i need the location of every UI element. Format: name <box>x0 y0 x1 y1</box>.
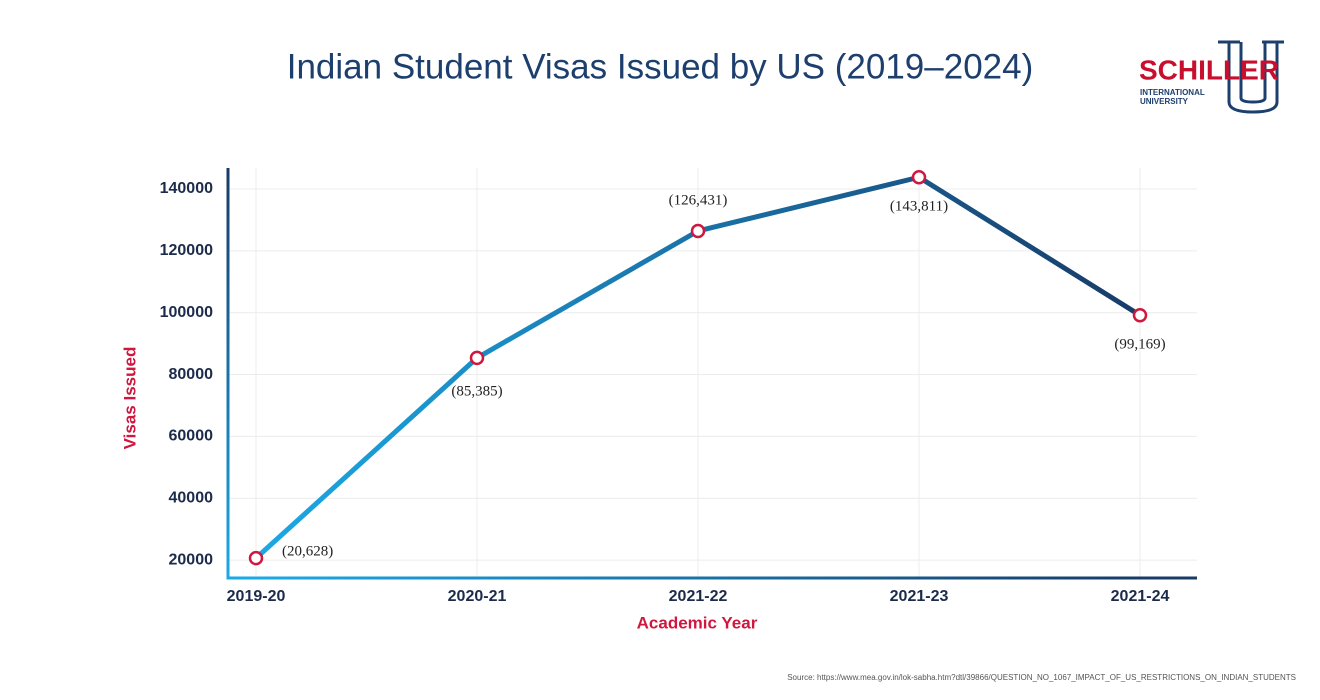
data-point <box>1132 308 1148 323</box>
data-label: (20,628) <box>282 544 333 560</box>
logo-line: UNIVERSITY <box>1140 97 1189 106</box>
y-tick-label: 60000 <box>169 428 214 445</box>
plot-area: 20000 40000 60000 80000 100000 120000 140000 20… <box>160 168 1197 605</box>
x-tick-label: 2020-21 <box>448 588 507 605</box>
x-tick-label: 2019-20 <box>227 588 286 605</box>
data-label: (126,431) <box>669 192 728 208</box>
source-note: Source: https://www.mea.gov.in/lok-sabha… <box>787 673 1296 682</box>
data-label: (143,811) <box>890 199 948 215</box>
y-tick-label: 40000 <box>169 489 214 506</box>
y-tick-label: 100000 <box>160 304 213 321</box>
y-tick-label: 20000 <box>169 551 214 568</box>
logo-mark <box>1218 40 1284 114</box>
logo: SCHILLER INTERNATIONAL UNIVERSITY <box>1139 40 1284 114</box>
logo-line: INTERNATIONAL <box>1140 88 1205 97</box>
data-point <box>690 223 706 239</box>
data-point <box>911 169 927 185</box>
data-label: (99,169) <box>1114 337 1165 353</box>
y-axis-label: Visas Issued <box>120 347 139 450</box>
x-tick-label: 2021-23 <box>890 588 949 605</box>
y-tick-label: 80000 <box>169 366 214 383</box>
x-tick-label: 2021-22 <box>669 588 728 605</box>
logo-name: SCHILLER <box>1139 54 1279 85</box>
data-point <box>469 350 485 366</box>
y-tick-label: 140000 <box>160 180 213 197</box>
data-point <box>248 550 264 566</box>
data-label: (85,385) <box>451 383 502 399</box>
x-tick-label: 2021-24 <box>1111 588 1170 605</box>
chart-title: Indian Student Visas Issued by US (2019–… <box>287 47 1034 86</box>
x-axis-label: Academic Year <box>637 613 758 632</box>
y-tick-label: 120000 <box>160 242 213 259</box>
